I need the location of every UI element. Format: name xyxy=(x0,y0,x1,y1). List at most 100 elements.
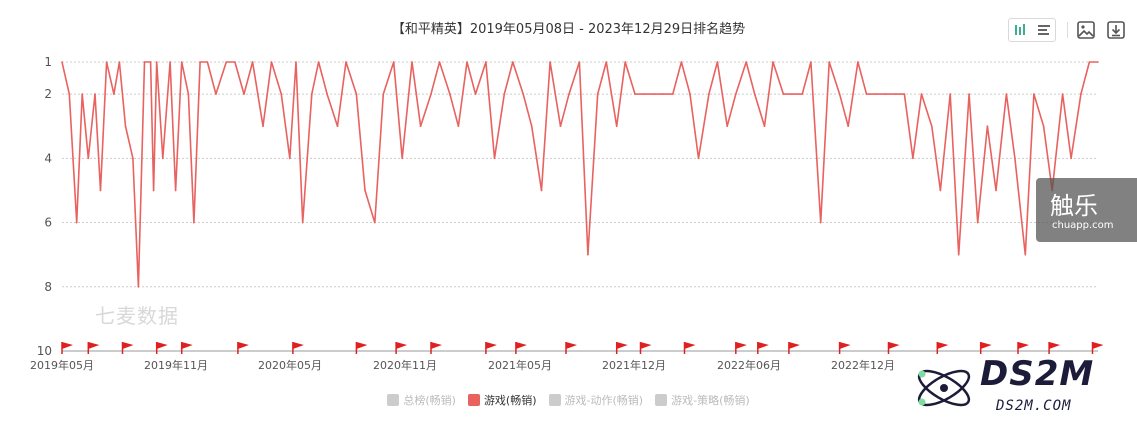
x-tick-label: 2022年06月 xyxy=(717,358,781,372)
x-axis: 2019年05月 2019年11月 2020年05月 2020年11月 2021年05月… xyxy=(30,350,1098,372)
flag-icon[interactable] xyxy=(237,342,249,354)
x-tick-label: 2020年05月 xyxy=(258,358,322,372)
data-point xyxy=(697,157,700,160)
data-point xyxy=(949,93,951,95)
data-point xyxy=(187,93,190,95)
legend-label: 游戏-策略(畅销) xyxy=(671,394,750,407)
data-point xyxy=(280,93,283,95)
flag-icon[interactable] xyxy=(1091,342,1104,354)
data-point xyxy=(912,157,914,160)
flag-icon[interactable] xyxy=(615,342,628,354)
flag-icon[interactable] xyxy=(1017,342,1029,354)
download-icon[interactable] xyxy=(1104,18,1128,42)
data-point xyxy=(847,125,849,128)
flag-icon[interactable] xyxy=(292,342,304,354)
data-point xyxy=(75,221,78,224)
data-point xyxy=(1097,61,1099,63)
data-point xyxy=(215,93,217,95)
data-point xyxy=(522,93,524,95)
data-point xyxy=(132,157,134,160)
data-point xyxy=(828,61,831,63)
data-point xyxy=(1070,157,1072,160)
data-point xyxy=(438,61,441,63)
data-point xyxy=(653,93,655,95)
legend-item[interactable]: 游戏(畅销) xyxy=(467,392,537,408)
flag-icon[interactable] xyxy=(1048,342,1061,354)
ds2m-logo-text: DS2M xyxy=(980,354,1095,394)
legend-swatch xyxy=(655,394,668,406)
data-point xyxy=(734,93,737,95)
data-point xyxy=(87,157,90,160)
legend-label: 总榜(畅销) xyxy=(403,394,456,407)
ds2m-url: DS2M.COM xyxy=(996,398,1072,414)
list-icon[interactable] xyxy=(1032,18,1056,42)
flag-icon[interactable] xyxy=(788,342,800,354)
data-point xyxy=(672,93,674,95)
event-flags xyxy=(61,342,1104,354)
data-point xyxy=(615,125,618,128)
flag-icon[interactable] xyxy=(485,342,497,354)
flag-icon[interactable] xyxy=(565,342,577,354)
data-point xyxy=(262,125,264,128)
data-point xyxy=(857,61,859,63)
data-point xyxy=(105,61,108,63)
data-point xyxy=(449,93,451,95)
flag-icon[interactable] xyxy=(121,342,134,354)
image-icon[interactable] xyxy=(1074,18,1098,42)
chuapp-url: chuapp.com xyxy=(1052,220,1114,231)
bar-chart-icon[interactable] xyxy=(1008,18,1032,42)
data-point xyxy=(865,93,868,95)
data-point xyxy=(113,93,115,95)
data-point xyxy=(716,61,719,63)
flag-icon[interactable] xyxy=(936,342,949,354)
y-tick-label: 1 xyxy=(44,55,52,69)
flag-icon[interactable] xyxy=(180,342,193,354)
flag-icon[interactable] xyxy=(735,342,747,354)
flag-icon[interactable] xyxy=(395,342,408,354)
flag-icon[interactable] xyxy=(155,342,168,354)
data-point xyxy=(1088,61,1091,63)
data-point xyxy=(772,61,774,63)
flag-icon[interactable] xyxy=(887,342,900,354)
flag-icon[interactable] xyxy=(61,342,73,354)
legend-item[interactable]: 总榜(畅销) xyxy=(387,392,456,408)
data-point xyxy=(838,93,841,95)
flag-icon[interactable] xyxy=(639,342,652,354)
data-point xyxy=(392,61,395,63)
flag-icon[interactable] xyxy=(87,342,100,354)
data-point xyxy=(81,93,83,95)
data-point xyxy=(753,93,756,95)
data-point xyxy=(234,61,236,63)
data-point xyxy=(1014,157,1016,160)
flag-icon[interactable] xyxy=(757,342,769,354)
data-point xyxy=(1042,125,1045,128)
data-point xyxy=(634,93,636,95)
flag-icon[interactable] xyxy=(979,342,992,354)
data-point xyxy=(763,125,766,128)
data-point xyxy=(419,125,422,128)
flag-icon[interactable] xyxy=(355,342,368,354)
data-point xyxy=(155,61,158,63)
legend-item[interactable]: 游戏-动作(畅销) xyxy=(548,392,644,408)
data-point xyxy=(884,93,887,95)
data-point xyxy=(1033,93,1035,95)
flag-icon[interactable] xyxy=(515,342,527,354)
data-point xyxy=(791,93,793,95)
data-point xyxy=(317,61,320,63)
legend-label: 游戏-动作(畅销) xyxy=(564,394,644,407)
data-point xyxy=(968,93,970,95)
legend-item[interactable]: 游戏-策略(畅销) xyxy=(655,392,750,408)
data-point xyxy=(810,61,812,63)
flag-icon[interactable] xyxy=(838,342,851,354)
x-tick-label: 2022年12月 xyxy=(831,358,895,372)
flag-icon[interactable] xyxy=(683,342,696,354)
chart-legend: 总榜(畅销) 游戏(畅销) 游戏-动作(畅销) 游戏-策略(畅销) xyxy=(0,392,1137,408)
y-axis: 1 2 4 6 8 10 xyxy=(37,55,52,358)
data-point xyxy=(382,93,385,95)
data-point xyxy=(503,93,506,95)
data-point xyxy=(345,61,347,63)
flag-icon[interactable] xyxy=(430,342,442,354)
data-point xyxy=(99,189,102,192)
x-tick-label: 2021年12月 xyxy=(602,358,666,372)
data-point xyxy=(995,189,997,192)
